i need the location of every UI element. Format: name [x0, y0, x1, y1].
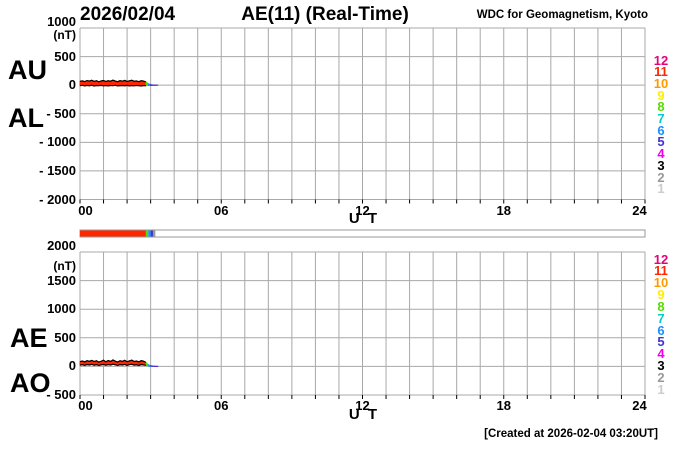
panel-0 — [79, 27, 646, 204]
plot-title: AE(11) (Real-Time) — [241, 4, 409, 25]
ut-axis-label-bottom: U T — [348, 406, 380, 423]
legend-count-9: 9 — [657, 287, 665, 303]
bar-segment-6-stations — [148, 230, 151, 237]
trace-outline-lower — [79, 363, 147, 367]
bar-segment-2-stations — [152, 230, 156, 237]
bar-segment-8-stations — [145, 230, 149, 237]
trace-outline-lower — [79, 84, 146, 87]
legend-count-10: 10 — [653, 75, 669, 91]
index-band-5-stations — [150, 365, 159, 367]
panel-1 — [79, 251, 646, 399]
data-availability-bar — [79, 229, 646, 238]
legend-count-10: 10 — [653, 275, 669, 291]
ytick-label: 500 — [54, 329, 76, 345]
ytick-label: 1000 — [47, 301, 76, 317]
xtick-label: 24 — [632, 398, 647, 413]
ytick-label: - 2000 — [39, 191, 76, 207]
xtick-label: 06 — [214, 398, 229, 413]
ytick-label: 500 — [54, 48, 76, 64]
bar-segment-11-stations — [80, 230, 146, 237]
ut-axis-label-top: U T — [348, 210, 380, 227]
legend-count-7: 7 — [657, 310, 665, 326]
legend-count-12: 12 — [653, 52, 669, 68]
bar-segment-5-stations — [150, 230, 153, 237]
index-band-5-stations — [150, 84, 159, 86]
created-timestamp: [Created at 2026-02-04 03:20UT] — [484, 428, 658, 440]
plot-date: 2026/02/04 — [80, 4, 176, 25]
legend-count-5: 5 — [657, 334, 665, 350]
xtick-label: 18 — [496, 398, 511, 413]
legend-count-2: 2 — [657, 169, 665, 185]
legend-count-1: 1 — [657, 181, 665, 197]
legend-count-6: 6 — [657, 322, 665, 338]
legend-count-2: 2 — [657, 370, 665, 385]
legend-count-11: 11 — [654, 263, 668, 279]
ytick-label: - 1000 — [39, 134, 76, 150]
ytick-label: 2000 — [47, 237, 76, 253]
xtick-label: 18 — [496, 202, 511, 218]
xtick-label: 12 — [355, 202, 370, 218]
ytick-label: - 500 — [46, 105, 76, 121]
xtick-label: 24 — [632, 202, 647, 218]
legend-count-1: 1 — [657, 381, 665, 397]
label-au: AU — [8, 55, 47, 85]
ytick-label: 0 — [68, 358, 76, 374]
ytick-label: - 1500 — [39, 162, 76, 178]
label-ao: AO — [10, 368, 51, 398]
legend-count-6: 6 — [657, 122, 665, 138]
legend-count-7: 7 — [657, 111, 665, 126]
xtick-label: 00 — [78, 398, 93, 413]
unit-label-top: (nT) — [53, 28, 76, 42]
legend-count-12: 12 — [653, 251, 669, 267]
ytick-label: 1000 — [47, 13, 76, 29]
legend-count-11: 11 — [654, 64, 668, 80]
label-ae: AE — [10, 323, 48, 353]
legend-count-4: 4 — [657, 346, 665, 362]
legend-count-3: 3 — [657, 157, 665, 173]
organization-credit: WDC for Geomagnetism, Kyoto — [476, 9, 648, 21]
legend-count-9: 9 — [657, 87, 665, 103]
label-al: AL — [8, 103, 44, 133]
ytick-label: - 500 — [46, 387, 76, 402]
legend-count-8: 8 — [657, 99, 665, 115]
ytick-label: 0 — [68, 77, 76, 93]
xtick-label: 00 — [78, 202, 93, 218]
legend-count-3: 3 — [657, 358, 665, 374]
legend-count-5: 5 — [657, 134, 665, 150]
xtick-label: 12 — [355, 398, 370, 413]
legend-count-4: 4 — [657, 146, 665, 162]
trace-outline-upper — [79, 79, 147, 83]
unit-label-bottom: (nT) — [53, 259, 76, 273]
legend-count-8: 8 — [657, 298, 665, 314]
trace-outline-upper — [79, 359, 147, 363]
ytick-label: 1500 — [47, 272, 76, 288]
xtick-label: 06 — [214, 202, 229, 218]
